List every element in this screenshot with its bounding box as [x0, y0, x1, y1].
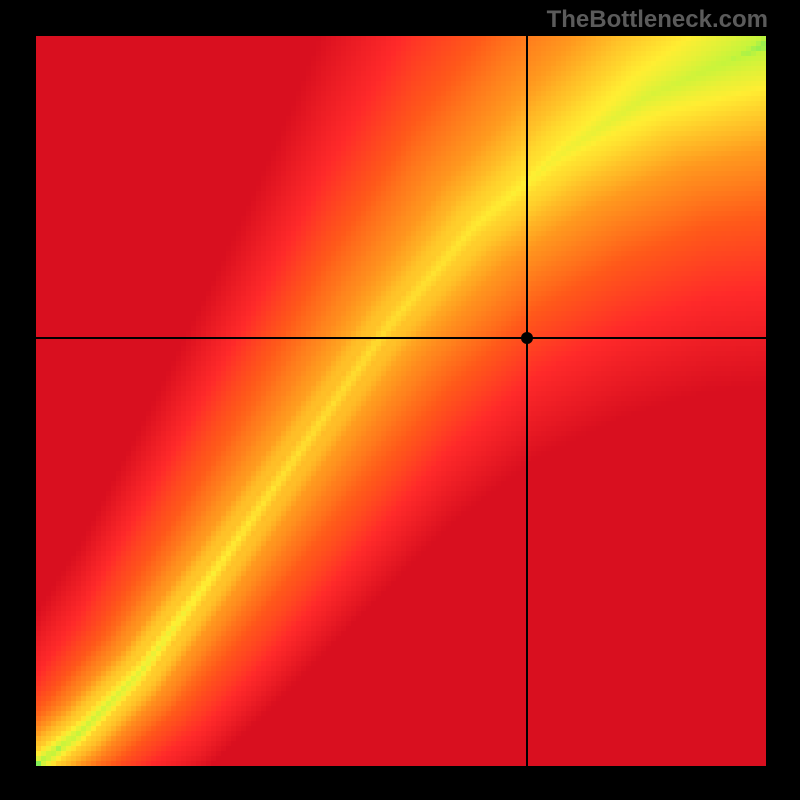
- watermark-text: TheBottleneck.com: [547, 6, 768, 34]
- crosshair-vertical: [526, 36, 528, 766]
- crosshair-horizontal: [36, 337, 766, 339]
- crosshair-marker: [521, 332, 533, 344]
- heatmap-canvas: [36, 36, 766, 766]
- chart-container: TheBottleneck.com: [0, 0, 800, 800]
